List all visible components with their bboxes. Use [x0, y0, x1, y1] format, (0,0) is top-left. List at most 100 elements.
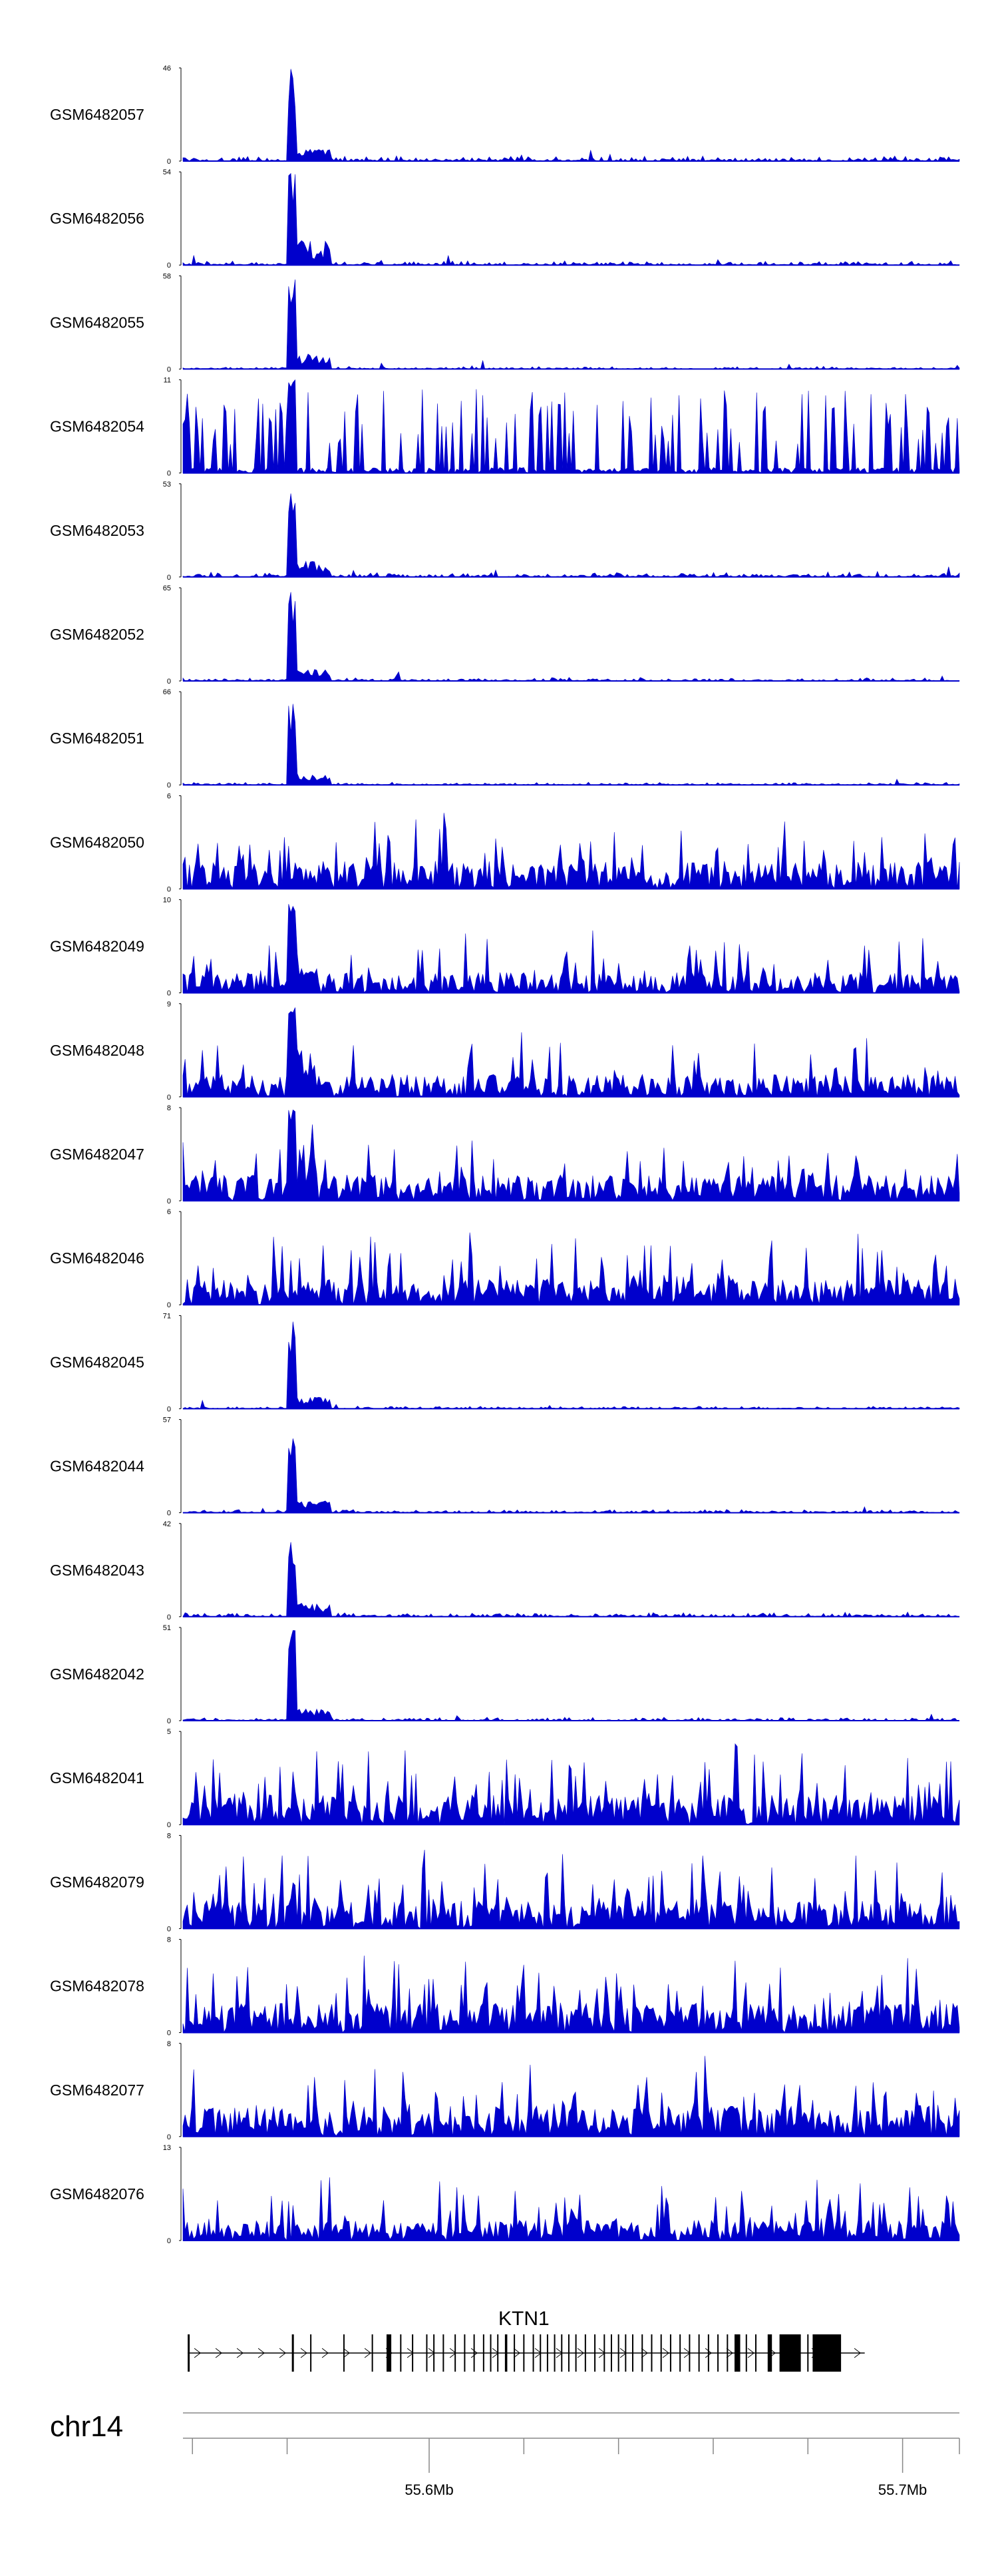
gene-exon-minor	[632, 2334, 633, 2372]
chromosome-label: chr14	[50, 2410, 123, 2443]
gene-exon-minor	[699, 2334, 700, 2372]
track-ymax-label: 5	[167, 1728, 171, 1736]
signal-area	[183, 592, 959, 682]
track-GSM6482053: GSM6482053530	[50, 481, 959, 582]
gene-exon	[387, 2334, 391, 2372]
signal-tracks: GSM6482057460GSM6482056540GSM6482055580G…	[50, 65, 959, 2245]
signal-area	[183, 380, 959, 473]
track-name-label: GSM6482079	[50, 1873, 144, 1890]
track-ymin-label: 0	[167, 1405, 171, 1413]
track-GSM6482046: GSM648204660	[50, 1208, 959, 1309]
gene-exon-minor	[483, 2334, 484, 2372]
gene-exon-minor	[372, 2334, 373, 2372]
track-name-label: GSM6482047	[50, 1146, 144, 1163]
gene-exon	[505, 2334, 508, 2372]
track-ymax-label: 10	[163, 897, 171, 905]
signal-area	[183, 1438, 959, 1513]
track-ymax-label: 8	[167, 1104, 171, 1112]
gene-exon-minor	[670, 2334, 671, 2372]
track-ymin-label: 0	[167, 262, 171, 270]
gene-exon-minor	[689, 2334, 690, 2372]
gene-exon-minor	[717, 2334, 719, 2372]
signal-area	[183, 1956, 959, 2033]
signal-area	[183, 2177, 959, 2241]
track-ymin-label: 0	[167, 990, 171, 998]
track-GSM6482057: GSM6482057460	[50, 65, 959, 166]
track-name-label: GSM6482042	[50, 1665, 144, 1683]
track-ymax-label: 57	[163, 1416, 171, 1424]
gene-label: KTN1	[498, 2308, 550, 2330]
track-GSM6482044: GSM6482044570	[50, 1416, 959, 1518]
track-name-label: GSM6482056	[50, 210, 144, 227]
track-name-label: GSM6482054	[50, 418, 144, 435]
track-ymin-label: 0	[167, 1925, 171, 1933]
track-ymax-label: 8	[167, 1832, 171, 1840]
track-ymax-label: 8	[167, 1936, 171, 1944]
track-ymax-label: 42	[163, 1520, 171, 1528]
gene-exon-minor	[474, 2334, 475, 2372]
gene-exon-minor	[576, 2334, 577, 2372]
track-ymin-label: 0	[167, 1717, 171, 1725]
gene-exon	[735, 2334, 741, 2372]
track-name-label: GSM6482049	[50, 938, 144, 955]
track-GSM6482050: GSM6482050 6 0	[50, 792, 959, 893]
gene-exon-minor	[561, 2334, 562, 2372]
track-ymin-label: 0	[167, 1510, 171, 1518]
gene-exon-minor	[585, 2334, 586, 2372]
track-name-label: GSM6482055	[50, 314, 144, 331]
track-ymax-label: 65	[163, 584, 171, 592]
gene-exon-minor	[533, 2334, 534, 2372]
track-GSM6482041: GSM648204150	[50, 1728, 959, 1829]
track-ymax-label: 58	[163, 272, 171, 280]
track-ymax-label: 71	[163, 1312, 171, 1320]
track-GSM6482051: GSM6482051660	[50, 688, 959, 789]
track-ymin-label: 0	[167, 885, 171, 893]
track-ymin-label: 0	[167, 574, 171, 582]
signal-area	[183, 904, 959, 992]
gene-exon-minor	[540, 2334, 541, 2372]
track-ymax-label: 53	[163, 481, 171, 489]
gene-exon-minor	[603, 2334, 605, 2372]
track-GSM6482078: GSM648207880	[50, 1936, 959, 2038]
signal-area	[183, 280, 959, 369]
gene-exon-minor	[641, 2334, 643, 2372]
signal-area	[183, 1008, 959, 1097]
track-ymin-label: 0	[167, 678, 171, 686]
track-name-label: GSM6482052	[50, 626, 144, 643]
genome-axis: chr14 55.6Mb55.7Mb	[50, 2410, 959, 2498]
gene-exon-minor	[746, 2334, 747, 2372]
gene-exon-minor	[727, 2334, 728, 2372]
axis-tick-label: 55.6Mb	[405, 2481, 453, 2498]
signal-area	[183, 493, 959, 576]
gene-exon	[780, 2334, 801, 2372]
gene-exon-minor	[679, 2334, 681, 2372]
track-ymin-label: 0	[167, 158, 171, 166]
gene-exon	[292, 2334, 294, 2372]
track-ymin-label: 0	[167, 1197, 171, 1205]
track-ymax-label: 51	[163, 1624, 171, 1632]
gene-exon-minor	[661, 2334, 662, 2372]
track-GSM6482047: GSM6482047 8 0	[50, 1104, 959, 1205]
track-ymax-label: 46	[163, 65, 171, 73]
signal-area	[183, 704, 959, 785]
gene-exon-minor	[426, 2334, 427, 2372]
signal-area	[183, 1542, 959, 1617]
track-ymin-label: 0	[167, 781, 171, 789]
track-GSM6482049: GSM6482049 10 0	[50, 897, 959, 998]
signal-area	[183, 1744, 959, 1825]
track-name-label: GSM6482050	[50, 833, 144, 851]
gene-exon-minor	[568, 2334, 570, 2372]
track-ymax-label: 54	[163, 168, 171, 176]
gene-exon-minor	[490, 2334, 492, 2372]
gene-exon-minor	[400, 2334, 401, 2372]
track-name-label: GSM6482043	[50, 1562, 144, 1579]
track-ymax-label: 6	[167, 1208, 171, 1216]
track-ymax-label: 6	[167, 792, 171, 800]
gene-exon	[188, 2334, 190, 2372]
signal-area	[183, 2056, 959, 2137]
track-ymin-label: 0	[167, 1301, 171, 1309]
gene-exon-minor	[514, 2334, 515, 2372]
signal-area	[183, 1850, 959, 1928]
track-GSM6482077: GSM648207780	[50, 2040, 959, 2141]
gene-exon-minor	[708, 2334, 709, 2372]
